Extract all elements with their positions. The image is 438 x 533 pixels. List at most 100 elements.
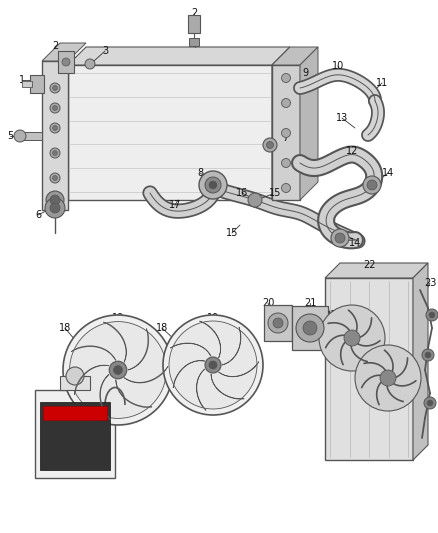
Circle shape [282,99,290,108]
Circle shape [427,400,433,406]
Circle shape [109,361,127,379]
Polygon shape [272,47,318,65]
Bar [60,376,90,390]
Polygon shape [100,374,110,419]
Polygon shape [300,47,318,200]
Circle shape [205,357,221,373]
Text: 23: 23 [424,278,436,288]
Circle shape [282,158,290,167]
Circle shape [303,321,317,335]
Polygon shape [173,361,205,388]
Circle shape [85,59,95,69]
Circle shape [282,74,290,83]
Circle shape [53,106,57,110]
Circle shape [113,366,122,374]
Circle shape [266,141,273,149]
Circle shape [380,370,396,386]
Text: 13: 13 [336,113,348,123]
Text: 2: 2 [191,8,197,18]
Circle shape [163,315,263,415]
Text: 10: 10 [332,61,344,71]
Bar [264,305,292,341]
Polygon shape [42,43,86,61]
Polygon shape [68,65,272,200]
Circle shape [53,175,57,181]
Bar [292,306,328,350]
Circle shape [50,173,60,183]
Text: 20: 20 [262,298,274,308]
Circle shape [296,314,324,342]
Circle shape [50,203,60,213]
Text: 16: 16 [236,188,248,198]
Circle shape [331,229,349,247]
Polygon shape [170,343,211,356]
Circle shape [53,150,57,156]
Circle shape [63,315,173,425]
Polygon shape [413,263,428,460]
Bar [58,51,74,73]
Polygon shape [42,61,68,210]
Circle shape [66,367,84,385]
Circle shape [319,305,385,371]
Circle shape [263,138,277,152]
Text: 6: 6 [35,210,41,220]
Circle shape [425,352,431,358]
Circle shape [53,85,57,91]
Circle shape [248,193,262,207]
Bar [189,38,199,46]
Text: 18: 18 [156,323,168,333]
Polygon shape [71,346,116,360]
Circle shape [45,198,65,218]
Circle shape [53,196,57,200]
Text: 22: 22 [364,260,376,270]
Circle shape [169,321,257,409]
Text: 3: 3 [102,46,108,56]
Polygon shape [219,362,259,377]
Circle shape [205,177,221,193]
Circle shape [424,397,436,409]
Bar [20,132,42,140]
Circle shape [199,171,227,199]
Text: 1: 1 [19,75,25,85]
Circle shape [282,183,290,192]
Text: 5: 5 [7,131,13,141]
Circle shape [62,58,70,66]
Circle shape [50,148,60,158]
Text: 21: 21 [304,298,316,308]
Circle shape [50,123,60,133]
Text: 24: 24 [69,375,81,385]
Text: 7: 7 [282,133,288,143]
Bar [40,402,110,470]
Polygon shape [325,278,413,460]
Text: 14: 14 [349,238,361,248]
Circle shape [344,330,360,346]
Circle shape [50,103,60,113]
Text: 19: 19 [207,313,219,323]
Polygon shape [211,374,244,399]
Circle shape [355,345,421,411]
Polygon shape [68,47,290,65]
Circle shape [268,313,288,333]
Polygon shape [272,65,300,200]
Circle shape [14,130,26,142]
Polygon shape [200,321,221,358]
Polygon shape [124,366,168,383]
Polygon shape [128,328,149,370]
Text: 8: 8 [197,168,203,178]
Polygon shape [103,322,127,362]
Polygon shape [74,365,109,395]
Text: MOPAR: MOPAR [62,410,88,416]
Circle shape [429,312,435,318]
Circle shape [273,318,283,328]
Polygon shape [116,379,152,407]
Circle shape [50,193,60,203]
Circle shape [70,321,166,418]
Circle shape [282,128,290,138]
Circle shape [426,309,438,321]
Text: 14: 14 [382,168,394,178]
Bar [188,15,200,33]
Text: 15: 15 [226,228,238,238]
Text: 15: 15 [269,188,281,198]
Polygon shape [222,327,241,365]
Circle shape [209,181,217,189]
